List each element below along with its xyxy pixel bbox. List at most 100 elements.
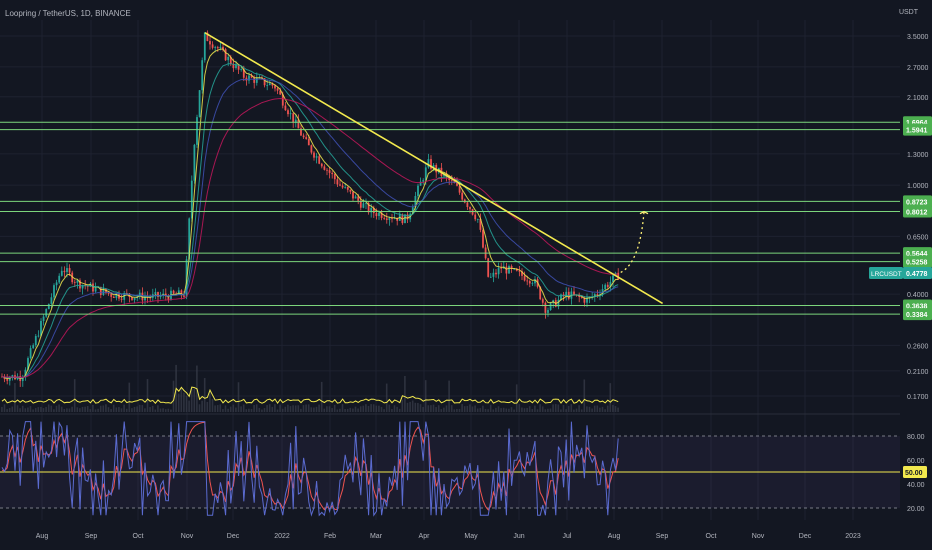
candle-body [565,291,568,297]
time-tick-label: Aug [608,533,621,540]
candle-body [315,156,318,158]
level-tag-label: 0.8012 [906,209,928,216]
volume-bar [307,404,310,412]
volume-bar [352,408,354,412]
price-tick-label: 2.1000 [907,95,929,102]
volume-bar [8,407,11,412]
candle [528,279,531,288]
candle [422,178,425,185]
volume-bar [440,409,443,412]
volume-bar [138,404,141,412]
candle-body [422,180,425,182]
candle [58,273,61,285]
candle-body [500,267,503,269]
candle-body [354,196,357,199]
candle-body [510,266,513,269]
candle [138,289,141,300]
level-tag-label: 0.3384 [906,312,928,319]
candle [297,114,300,129]
volume-bar [258,407,261,412]
volume-bar [112,404,115,412]
volume-bar [47,404,50,412]
level-tag: 0.3384 [903,308,932,321]
candle [547,307,549,317]
candle [94,282,97,293]
volume-bar [534,405,536,412]
volume-bar [123,404,125,412]
level-tag-label: 0.5258 [906,260,928,267]
candle-body [216,47,219,49]
candle-body [240,69,243,70]
candle [518,266,521,277]
volume-bar [427,405,430,412]
volume-bar [523,408,526,412]
volume-bar [328,406,331,412]
volume-bar [367,405,370,412]
candle-body [94,287,97,292]
volume-bar [318,404,320,412]
candle [151,288,154,302]
volume-bar [97,408,99,412]
volume-bar [474,405,476,412]
candle-body [474,214,477,220]
volume-bar [71,406,73,412]
candle-body [541,299,544,303]
candle-body [157,292,159,297]
candle-body [307,138,310,146]
time-tick-label: 2022 [274,533,290,540]
candle [497,262,500,279]
time-tick-label: Oct [133,533,144,540]
candle [315,153,318,164]
candle [523,271,526,282]
candle [289,107,292,120]
candle [549,301,552,311]
volume-bar [141,405,144,412]
volume-bar [617,407,619,412]
volume-bar [333,404,336,412]
candle [294,114,297,128]
candle [79,278,81,292]
volume-bar [365,404,367,412]
volume-bar [263,408,266,412]
candle-body [172,290,175,294]
candle-body [404,214,406,224]
volume-bar [424,380,427,412]
candle-body [430,159,432,169]
candles [1,30,620,387]
candle-body [102,288,105,295]
level-tag-bg [903,255,932,268]
candle-body [326,169,328,171]
candle-body [388,218,391,220]
volume-bar [289,406,292,412]
ema-short-line [1,48,619,380]
level-tag: 0.8723 [903,195,932,208]
candle-body [450,180,453,181]
volume-bar [357,408,359,412]
volume-bar [362,405,365,412]
candle-body [604,284,607,290]
candle [388,216,391,226]
rsi-tick-label: 40.00 [907,482,925,489]
candle-body [391,218,393,219]
volume-bar [411,400,414,412]
candle [482,226,484,249]
candle-body [305,137,308,139]
projection-arrowhead [639,210,649,215]
candle-body [222,46,224,50]
candle-body [586,297,588,303]
volume-bar [500,408,502,412]
volume-bar [276,409,279,412]
rsi-line [1,421,619,517]
level-tag-bg [903,205,932,218]
volume-bar [3,404,6,412]
candle-body [461,192,464,200]
candle-body [99,286,102,295]
candle [29,345,32,360]
level-tag: 0.5258 [903,255,932,268]
volume-bar [211,398,214,412]
candle-body [24,369,27,378]
candle-body [196,117,198,145]
volume-bar [599,407,601,412]
candle [170,286,172,301]
